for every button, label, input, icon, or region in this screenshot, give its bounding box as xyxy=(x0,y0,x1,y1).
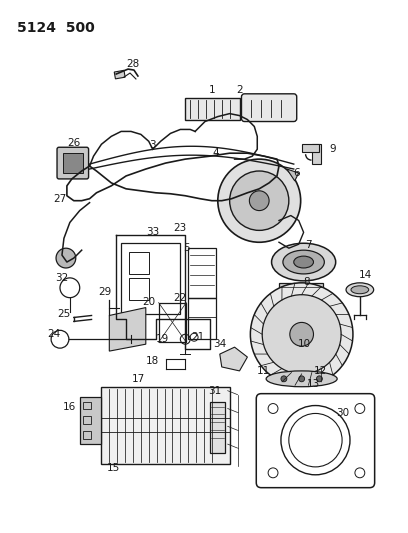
Text: 13: 13 xyxy=(307,379,320,389)
Text: 30: 30 xyxy=(337,408,350,418)
Text: 25: 25 xyxy=(57,310,71,319)
Text: 22: 22 xyxy=(174,293,187,303)
Circle shape xyxy=(299,376,305,382)
Circle shape xyxy=(230,171,289,230)
Polygon shape xyxy=(287,169,299,181)
Text: 4: 4 xyxy=(213,148,219,158)
Bar xyxy=(188,297,216,339)
Circle shape xyxy=(56,248,76,268)
Text: 32: 32 xyxy=(55,273,69,283)
Bar xyxy=(302,144,319,152)
Text: 28: 28 xyxy=(126,59,140,69)
Ellipse shape xyxy=(283,250,324,274)
Text: 26: 26 xyxy=(67,138,80,148)
Bar xyxy=(83,401,91,409)
Text: 27: 27 xyxy=(53,193,67,204)
Bar xyxy=(185,98,239,119)
FancyBboxPatch shape xyxy=(242,94,297,122)
Bar xyxy=(83,431,91,439)
Text: 20: 20 xyxy=(142,297,155,306)
Bar xyxy=(121,243,180,314)
Text: 24: 24 xyxy=(47,329,61,340)
Ellipse shape xyxy=(294,256,313,268)
Bar xyxy=(129,278,149,300)
Text: 2: 2 xyxy=(236,85,243,95)
Text: 12: 12 xyxy=(314,366,327,376)
Text: 15: 15 xyxy=(106,463,120,473)
Bar xyxy=(114,70,125,79)
Ellipse shape xyxy=(266,371,337,387)
Text: 21: 21 xyxy=(191,332,205,342)
Bar xyxy=(83,416,91,424)
Text: 16: 16 xyxy=(63,401,76,411)
Circle shape xyxy=(218,159,301,243)
Ellipse shape xyxy=(272,243,336,281)
Text: 3: 3 xyxy=(149,140,156,150)
Text: 31: 31 xyxy=(208,386,222,395)
Text: 1: 1 xyxy=(208,85,215,95)
Bar xyxy=(102,387,230,464)
Bar xyxy=(63,153,83,173)
Bar xyxy=(312,144,322,164)
Text: 34: 34 xyxy=(213,339,226,349)
Bar xyxy=(129,252,149,274)
Text: 5: 5 xyxy=(183,243,190,253)
Polygon shape xyxy=(109,308,146,351)
Text: 23: 23 xyxy=(174,223,187,233)
Circle shape xyxy=(251,283,353,386)
Text: 8: 8 xyxy=(303,277,310,287)
Bar xyxy=(80,397,102,444)
Text: 17: 17 xyxy=(132,374,146,384)
Text: 11: 11 xyxy=(257,366,270,376)
Text: 33: 33 xyxy=(146,228,160,237)
Circle shape xyxy=(249,191,269,211)
Text: 19: 19 xyxy=(156,334,169,344)
Polygon shape xyxy=(220,347,247,371)
Text: 18: 18 xyxy=(146,356,160,366)
FancyBboxPatch shape xyxy=(57,147,89,179)
Text: 10: 10 xyxy=(298,339,311,349)
Circle shape xyxy=(262,295,341,374)
Text: 6: 6 xyxy=(293,168,300,178)
Text: 9: 9 xyxy=(329,144,335,154)
Ellipse shape xyxy=(351,286,369,294)
Bar xyxy=(210,401,225,453)
Circle shape xyxy=(290,322,313,346)
Text: 29: 29 xyxy=(99,287,112,297)
Text: 14: 14 xyxy=(359,270,373,280)
Ellipse shape xyxy=(346,283,374,297)
Text: 7: 7 xyxy=(305,240,312,250)
Text: 5124  500: 5124 500 xyxy=(17,21,94,35)
Bar xyxy=(279,283,324,301)
Circle shape xyxy=(317,376,322,382)
Bar xyxy=(159,303,186,342)
Circle shape xyxy=(281,376,287,382)
Bar xyxy=(188,248,216,297)
